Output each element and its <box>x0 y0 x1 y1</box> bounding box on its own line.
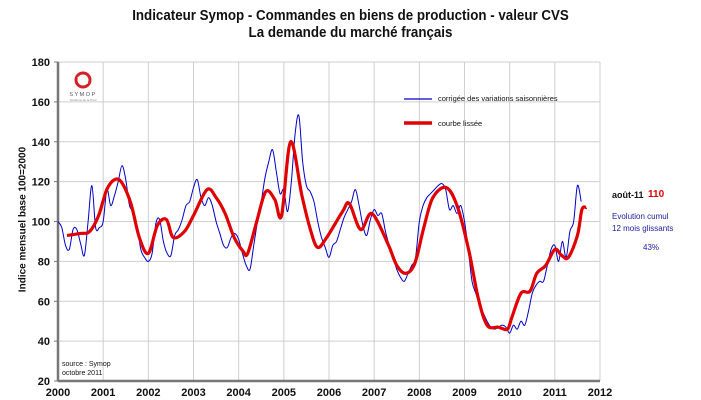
y-tick-label: 20 <box>38 376 50 388</box>
x-tick-label: 2003 <box>181 387 205 399</box>
y-tick-label: 160 <box>32 97 50 109</box>
evolution-label-2: 12 mois glissants <box>612 224 674 233</box>
x-tick-label: 2006 <box>317 387 341 399</box>
x-tick-label: 2008 <box>407 387 431 399</box>
y-tick-label: 140 <box>32 137 50 149</box>
legend: corrigée des variations saisonnières cou… <box>404 94 558 128</box>
x-tick-label: 2004 <box>226 387 251 399</box>
source-date: octobre 2011 <box>62 370 103 377</box>
x-tick-label: 2000 <box>46 387 70 399</box>
x-tick-label: 2002 <box>136 387 160 399</box>
source-label: source : Symop <box>62 361 111 368</box>
last-value: 110 <box>648 189 665 200</box>
y-tick-label: 120 <box>32 177 50 189</box>
symop-logo-mark <box>74 71 92 89</box>
x-tick-label: 2007 <box>362 387 386 399</box>
legend-label-raw: corrigée des variations saisonnières <box>438 94 558 103</box>
symop-logo-tagline: Solutions de la Prod <box>70 98 97 102</box>
chart-title: Indicateur Symop - Commandes en biens de… <box>132 8 569 24</box>
y-tick-label: 40 <box>38 336 50 348</box>
evolution-value: 43% <box>643 243 660 252</box>
x-tick-label: 2011 <box>543 387 567 399</box>
symop-logo: SYMOP Solutions de la Prod <box>69 71 97 102</box>
y-tick-label: 100 <box>32 217 50 229</box>
x-tick-label: 2001 <box>91 387 115 399</box>
last-month-label: août-11 <box>612 190 644 200</box>
x-tick-label: 2012 <box>588 387 612 399</box>
y-tick-label: 180 <box>32 57 50 69</box>
x-tick-label: 2010 <box>497 387 521 399</box>
evolution-label-1: Evolution cumul <box>612 212 669 221</box>
x-tick-label: 2009 <box>452 387 476 399</box>
y-tick-label: 80 <box>38 256 50 268</box>
symop-logo-text: SYMOP <box>69 92 96 98</box>
chart-subtitle: La demande du marché français <box>248 25 453 41</box>
y-tick-label: 60 <box>38 296 50 308</box>
x-tick-label: 2005 <box>272 387 296 399</box>
series-line-smooth <box>66 140 588 332</box>
legend-label-smooth: courbe lissée <box>438 119 482 128</box>
